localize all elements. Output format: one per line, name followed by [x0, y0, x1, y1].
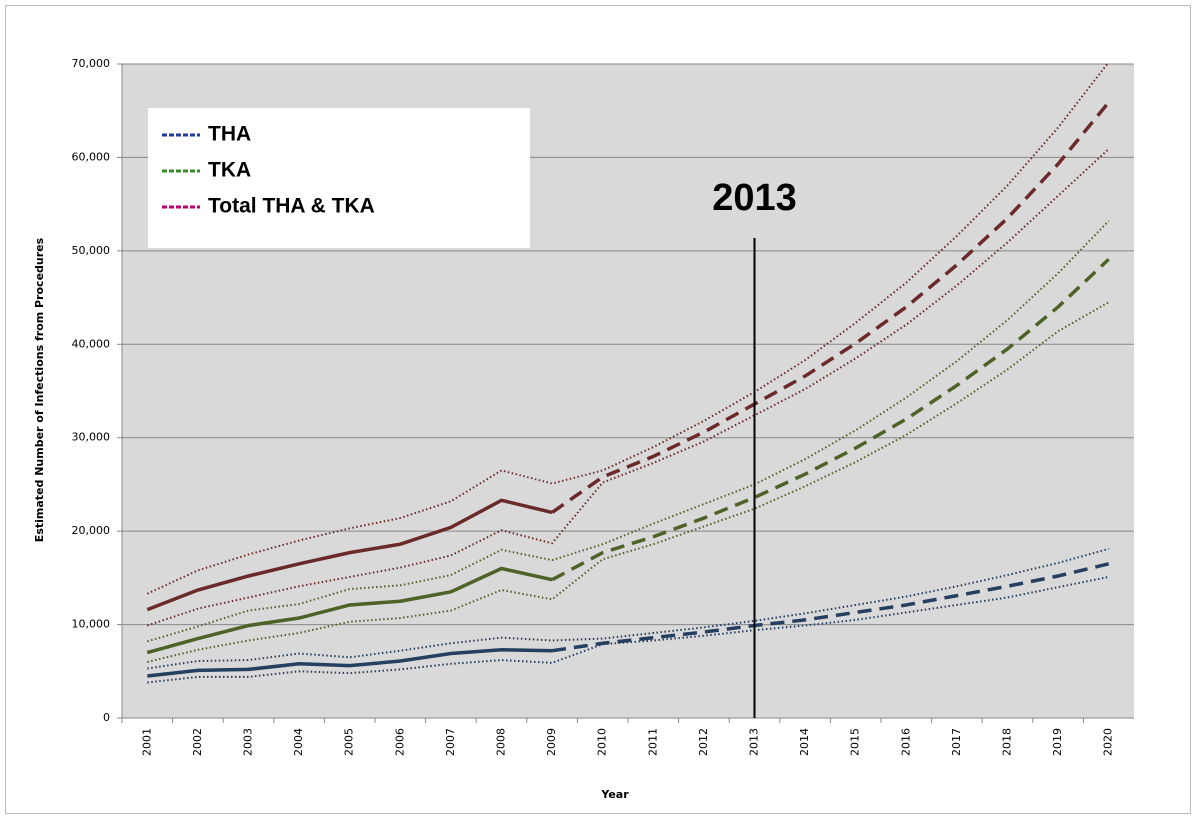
projection-line	[551, 257, 1110, 582]
y-tick-label: 30,000	[72, 431, 111, 444]
projection-line	[551, 101, 1111, 514]
x-tick-label: 2012	[697, 728, 710, 756]
x-tick-label: 2009	[545, 728, 558, 756]
y-tick-label: 60,000	[72, 150, 111, 163]
bound-line	[147, 301, 1110, 663]
bound-line	[147, 220, 1110, 643]
bound-line	[147, 547, 1109, 670]
bound-line	[146, 148, 1110, 627]
x-tick-label: 2013	[748, 728, 761, 756]
x-tick-label: 2007	[444, 728, 457, 756]
x-tick-label: 2005	[343, 728, 356, 756]
series-line	[146, 566, 553, 655]
y-tick-label: 70,000	[72, 57, 111, 70]
x-tick-label: 2006	[393, 728, 406, 756]
legend-label: TKA	[208, 159, 251, 182]
x-tick-label: 2018	[1001, 728, 1014, 756]
legend-label: Total THA & TKA	[208, 195, 375, 218]
y-tick-label: 0	[103, 711, 110, 724]
x-tick-label: 2001	[140, 728, 153, 756]
annotation: 2013	[712, 177, 797, 219]
y-tick-label: 40,000	[72, 337, 111, 350]
x-axis-title: Year	[600, 788, 629, 801]
x-tick-label: 2002	[191, 728, 204, 756]
x-tick-label: 2003	[242, 728, 255, 756]
x-tick-label: 2014	[798, 728, 811, 756]
y-tick-label: 50,000	[72, 244, 111, 257]
x-tick-label: 2015	[849, 728, 862, 756]
projection-line	[551, 562, 1110, 653]
x-tick-label: 2004	[292, 728, 305, 756]
x-tick-label: 2010	[596, 728, 609, 756]
x-tick-label: 2017	[950, 728, 963, 756]
series-line	[147, 648, 553, 678]
y-axis-title: Estimated Number of Infections from Proc…	[33, 237, 46, 542]
x-tick-label: 2011	[646, 728, 659, 756]
legend-label: THA	[208, 123, 251, 146]
y-tick-label: 10,000	[72, 618, 111, 631]
series-line	[146, 498, 553, 612]
x-tick-label: 2019	[1051, 728, 1064, 756]
bound-line	[147, 575, 1109, 684]
x-tick-label: 2020	[1102, 728, 1115, 756]
x-tick-label: 2016	[899, 728, 912, 756]
legend	[148, 108, 530, 248]
y-tick-label: 20,000	[72, 524, 111, 537]
x-tick-label: 2008	[495, 728, 508, 756]
